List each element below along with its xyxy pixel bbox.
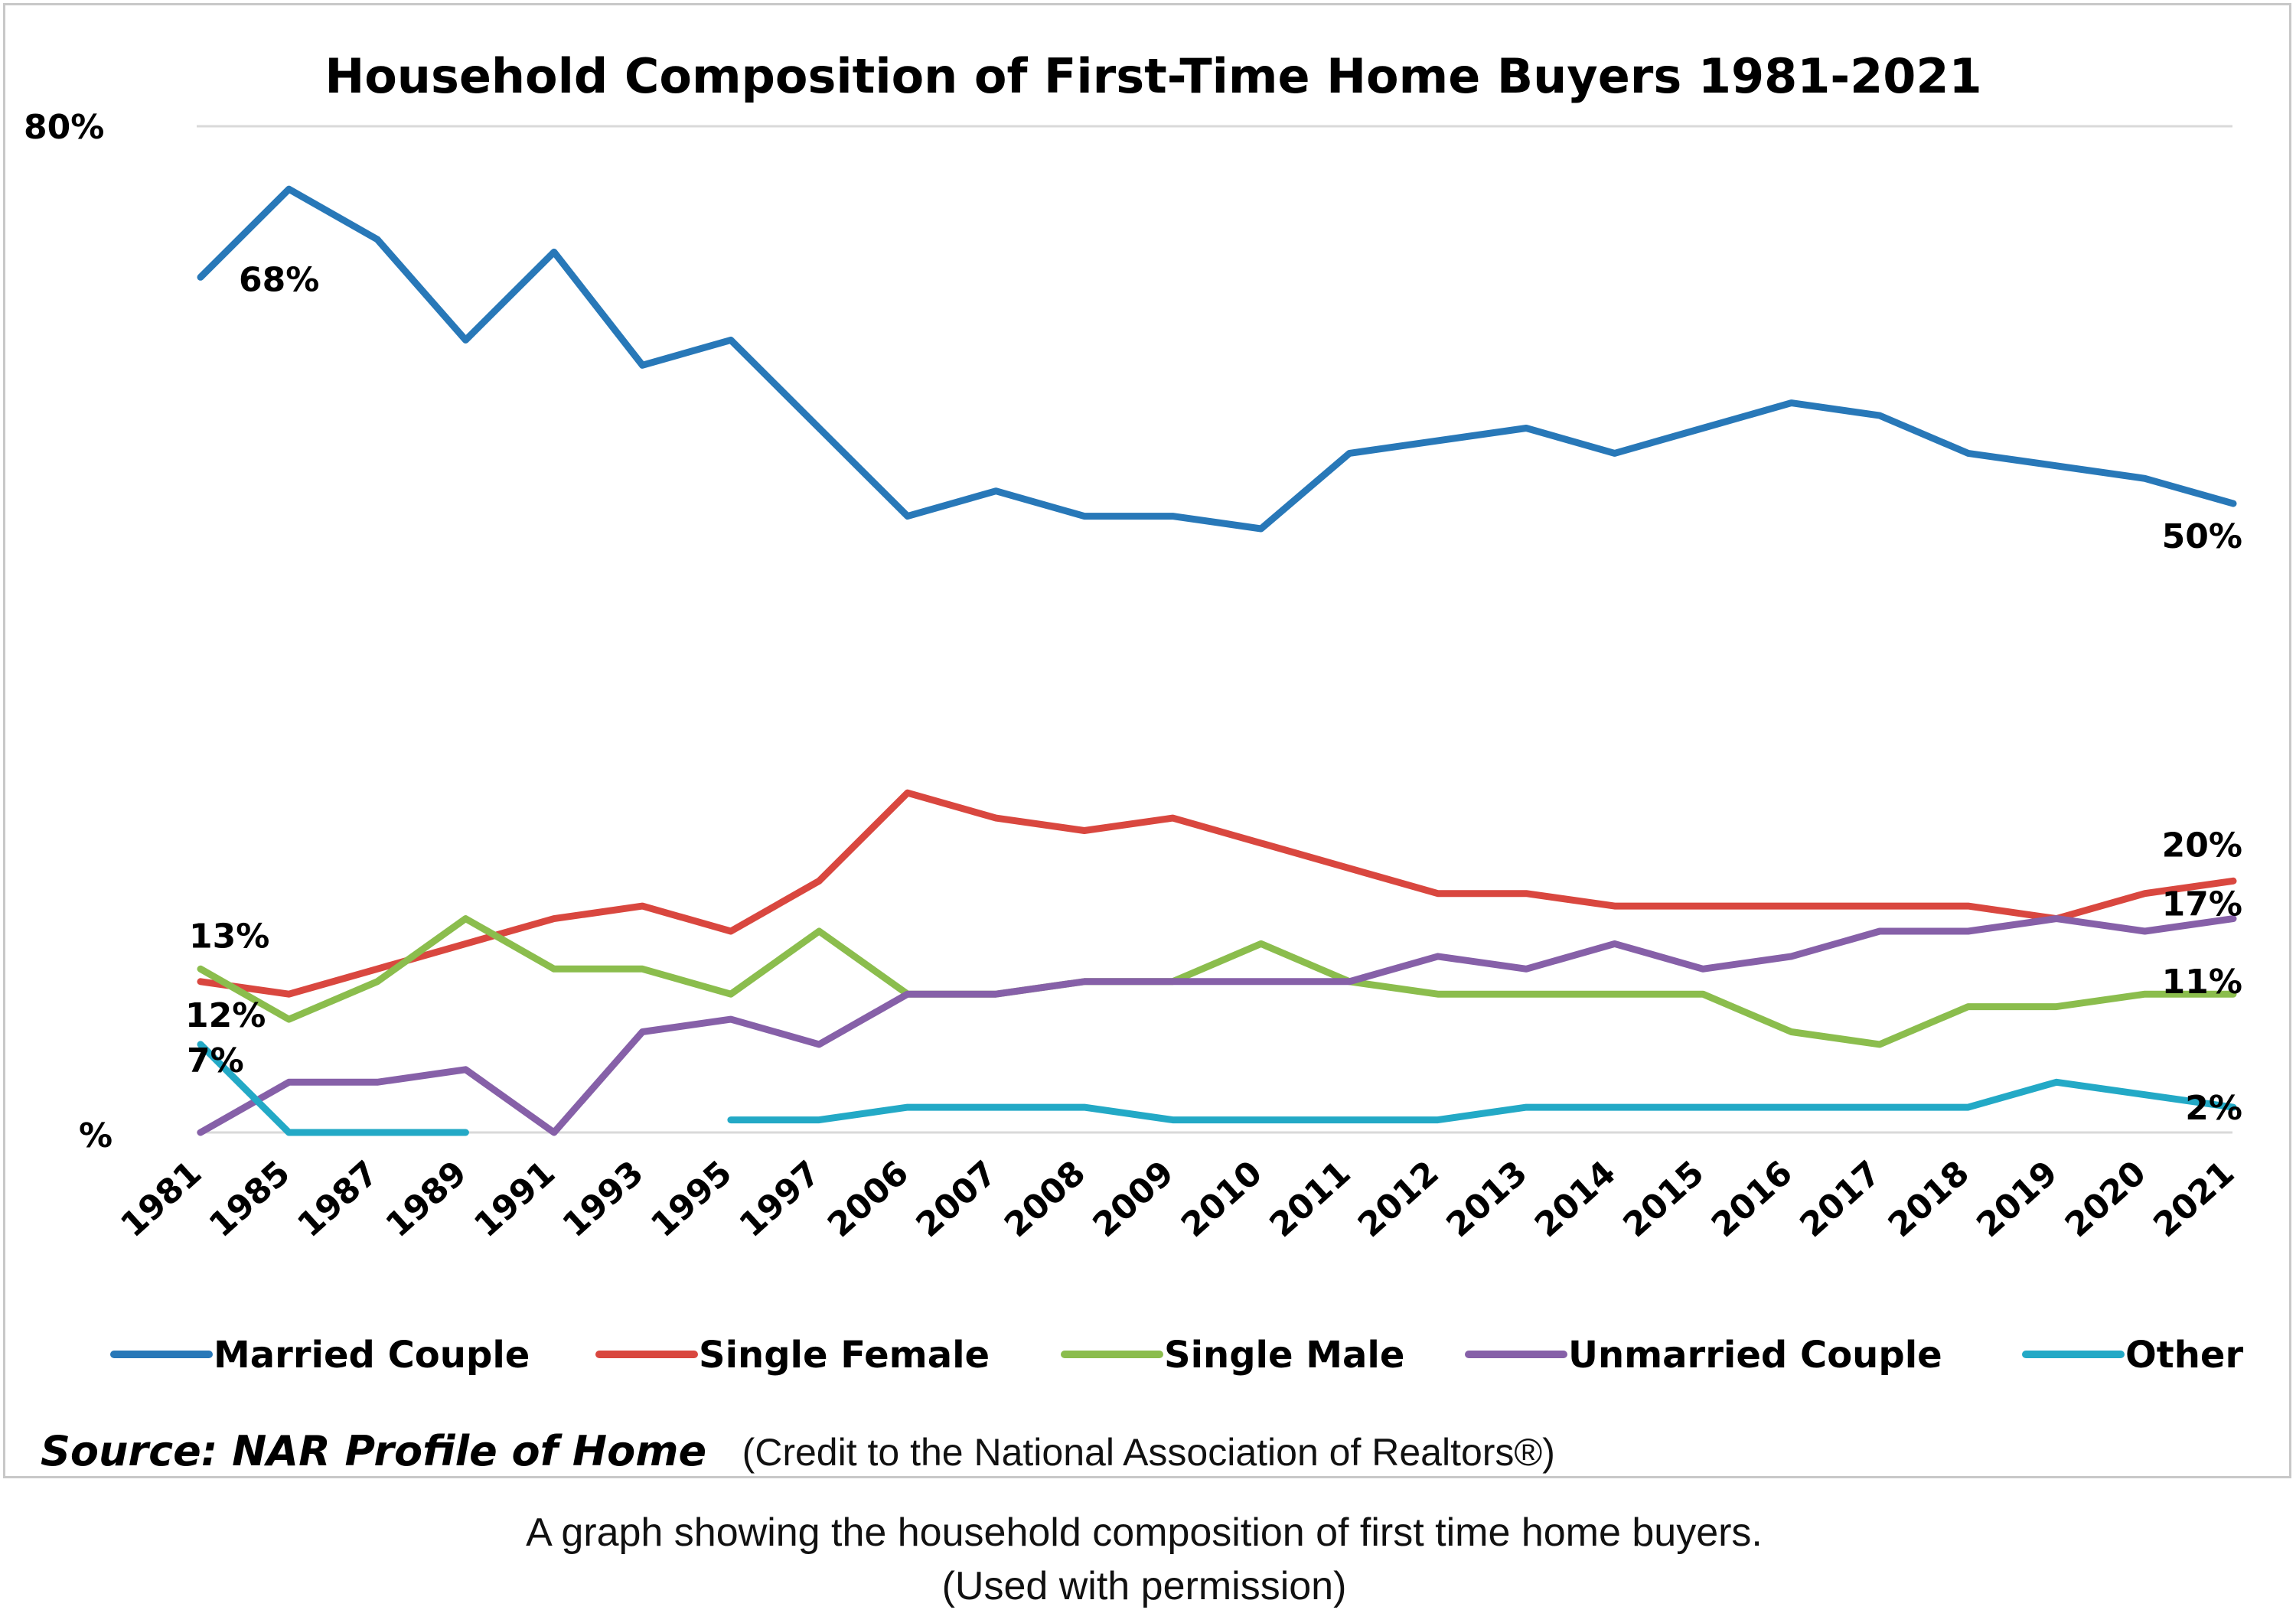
y-tick-label-top: 80% — [24, 108, 104, 147]
series-line-married-couple — [197, 185, 2237, 533]
data-label: 20% — [2162, 826, 2242, 865]
legend-label-single-female: Single Female — [699, 1334, 990, 1377]
data-label: 17% — [2162, 885, 2242, 924]
x-tick-label: 1987 — [290, 1153, 386, 1245]
x-tick-label: 2015 — [1616, 1153, 1711, 1245]
data-label: 50% — [2162, 517, 2242, 556]
x-tick-label: 1995 — [644, 1153, 739, 1245]
figure-caption: A graph showing the household compositio… — [0, 1506, 2288, 1613]
x-tick-label: 2007 — [909, 1153, 1005, 1245]
source-line: Source: NAR Profile of Home (Credit to t… — [41, 1427, 1555, 1475]
chart-title: Household Composition of First-Time Home… — [325, 48, 1981, 104]
x-tick-label: 2008 — [997, 1153, 1093, 1245]
x-tick-label: 2006 — [820, 1153, 916, 1245]
data-label: 11% — [2162, 963, 2242, 1002]
data-label: 2% — [2185, 1089, 2242, 1128]
x-tick-label: 1989 — [379, 1153, 475, 1245]
source-label: Source: NAR Profile of Home — [41, 1427, 707, 1475]
series-line-unmarried-couple — [197, 915, 2237, 1136]
chart: Household Composition of First-Time Home… — [24, 48, 2243, 1377]
chart-frame: Household Composition of First-Time Home… — [3, 3, 2291, 1478]
x-tick-label: 2012 — [1351, 1153, 1446, 1245]
x-tick-label: 1991 — [467, 1153, 563, 1245]
x-tick-label: 2019 — [1969, 1153, 2065, 1245]
x-tick-label: 2017 — [1792, 1153, 1888, 1245]
data-label: 68% — [239, 260, 319, 299]
data-label: 12% — [185, 996, 266, 1035]
series-line-single-female — [197, 789, 2237, 998]
x-tick-label: 1997 — [732, 1153, 828, 1245]
x-tick-label: 2018 — [1881, 1153, 1977, 1245]
x-tick-label: 2010 — [1174, 1153, 1270, 1245]
data-label: 7% — [187, 1041, 244, 1080]
y-tick-label-bottom: % — [79, 1116, 113, 1155]
x-tick-label: 2011 — [1262, 1153, 1358, 1245]
x-tick-label: 2021 — [2146, 1153, 2242, 1245]
series-line-other — [727, 1078, 2237, 1124]
series-line-other — [197, 1041, 469, 1136]
source-credit: (Credit to the National Association of R… — [742, 1431, 1555, 1474]
x-tick-label: 1985 — [202, 1153, 298, 1245]
caption-line-1: A graph showing the household compositio… — [526, 1510, 1763, 1555]
legend-label-married-couple: Married Couple — [214, 1334, 530, 1377]
series-line-single-male — [197, 915, 2237, 1048]
x-tick-label: 2014 — [1528, 1153, 1623, 1245]
legend-label-other: Other — [2125, 1334, 2243, 1377]
x-tick-label: 1993 — [556, 1153, 651, 1245]
x-tick-label: 2009 — [1085, 1153, 1181, 1245]
data-label: 13% — [189, 917, 269, 956]
x-tick-label: 2013 — [1439, 1153, 1534, 1245]
caption-line-2: (Used with permission) — [941, 1564, 1347, 1608]
legend-label-unmarried-couple: Unmarried Couple — [1568, 1334, 1942, 1377]
legend-label-single-male: Single Male — [1164, 1334, 1404, 1377]
x-tick-label: 2020 — [2058, 1153, 2154, 1245]
x-tick-label: 1981 — [113, 1153, 209, 1245]
x-tick-label: 2016 — [1704, 1153, 1800, 1245]
